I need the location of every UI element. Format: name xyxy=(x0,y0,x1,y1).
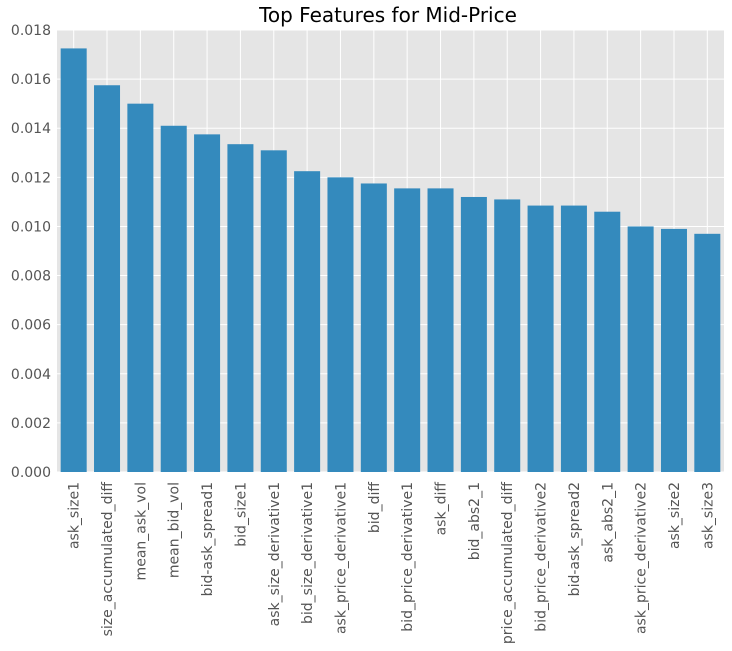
x-tick-label: ask_diff xyxy=(434,482,450,536)
bar-bid_size_derivative1 xyxy=(294,171,321,472)
x-tick-label: mean_ask_vol xyxy=(133,482,149,580)
bar-ask_size1 xyxy=(60,48,87,473)
x-tick-label: ask_size_derivative1 xyxy=(267,482,283,626)
bar-ask_abs2_1 xyxy=(594,211,621,472)
x-tick-label: ask_price_derivative2 xyxy=(634,482,650,634)
y-tick-label: 0.000 xyxy=(11,465,51,481)
bar-bid_price_derivative1 xyxy=(394,188,421,472)
bar-ask_size2 xyxy=(660,228,687,472)
bar-size_accumulated_diff xyxy=(94,85,121,472)
x-tick-label: price_accumulated_diff xyxy=(500,482,516,644)
x-tick-label: bid_price_derivative1 xyxy=(400,482,416,632)
x-tick-label: bid_size1 xyxy=(233,482,249,547)
y-tick-label: 0.014 xyxy=(11,121,51,137)
x-tick-label: bid_abs2_1 xyxy=(467,482,483,560)
bar-bid_abs2_1 xyxy=(460,196,487,472)
bar-bid_diff xyxy=(360,183,387,472)
bar-bid_size1 xyxy=(227,144,254,472)
x-tick-label: bid-ask_spread2 xyxy=(567,482,583,596)
bar-ask_diff xyxy=(427,188,454,472)
x-tick-label: bid_price_derivative2 xyxy=(534,482,550,632)
plot-background xyxy=(57,30,724,472)
x-tick-label: ask_abs2_1 xyxy=(600,482,616,563)
x-tick-label: ask_price_derivative1 xyxy=(333,482,349,634)
bar-mean_bid_vol xyxy=(160,125,187,473)
x-tick-label: ask_size1 xyxy=(67,482,83,549)
bar-price_accumulated_diff xyxy=(494,199,521,472)
bar-ask_price_derivative1 xyxy=(327,177,354,473)
bar-bid-ask_spread1 xyxy=(194,134,221,472)
y-tick-label: 0.012 xyxy=(11,170,51,186)
bar-bid_price_derivative2 xyxy=(527,205,554,473)
y-axis: 0.000 0.002 0.004 0.006 0.008 0.010 0.012 0.014… xyxy=(11,23,51,481)
x-axis: ask_size1 size_accumulated_diff mean_ask_v… xyxy=(67,482,717,644)
y-tick-label: 0.002 xyxy=(11,416,51,432)
bar-bid-ask_spread2 xyxy=(560,205,587,473)
x-tick-label: bid_diff xyxy=(367,482,383,533)
bars xyxy=(60,48,721,473)
bar-ask_size3 xyxy=(694,233,721,472)
bar-ask_price_derivative2 xyxy=(627,226,654,472)
y-tick-label: 0.010 xyxy=(11,219,51,235)
y-tick-label: 0.016 xyxy=(11,72,51,88)
y-tick-label: 0.008 xyxy=(11,269,51,285)
x-tick-label: size_accumulated_diff xyxy=(100,482,116,637)
bar-mean_ask_vol xyxy=(127,103,154,473)
x-tick-label: ask_size2 xyxy=(667,482,683,549)
chart-title: Top Features for Mid-Price xyxy=(258,3,517,27)
bar-ask_size_derivative1 xyxy=(260,150,287,473)
y-tick-label: 0.018 xyxy=(11,23,51,39)
x-tick-label: bid_size_derivative1 xyxy=(300,482,316,624)
y-tick-label: 0.004 xyxy=(11,367,51,383)
x-tick-label: ask_size3 xyxy=(700,482,716,549)
x-tick-label: mean_bid_vol xyxy=(167,482,183,578)
x-tick-label: bid-ask_spread1 xyxy=(200,482,216,596)
y-tick-label: 0.006 xyxy=(11,318,51,334)
